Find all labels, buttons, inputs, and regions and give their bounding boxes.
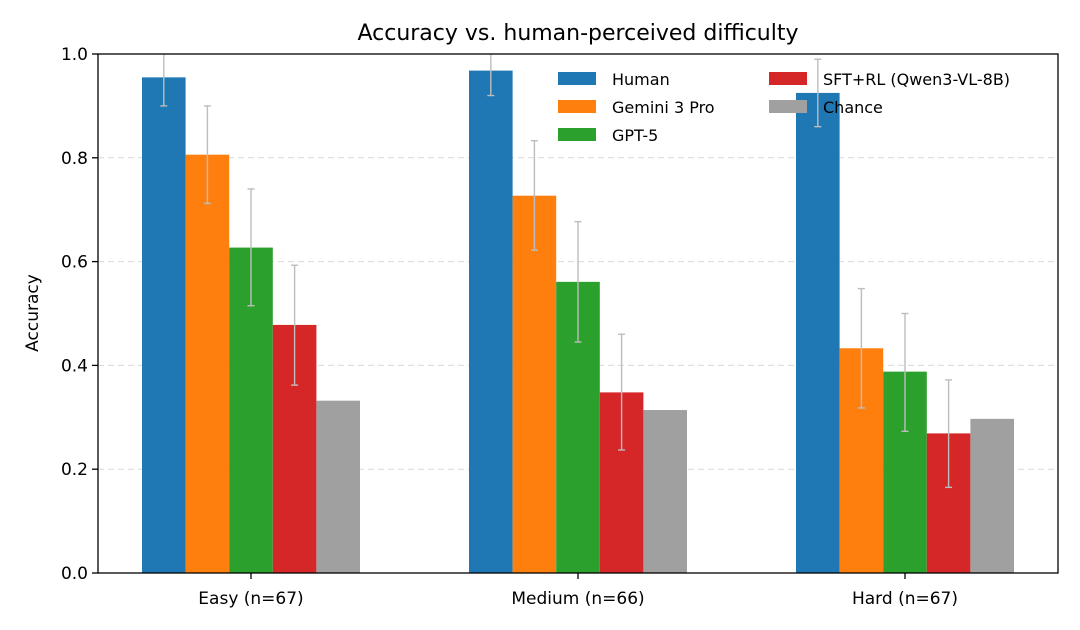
y-axis-label: Accuracy xyxy=(23,274,43,352)
y-tick-label: 0.8 xyxy=(61,149,88,169)
error-bar xyxy=(857,287,865,409)
y-tick-label: 0.0 xyxy=(61,564,88,584)
error-bar xyxy=(901,312,909,433)
y-tick-label: 0.2 xyxy=(61,460,88,480)
error-bar xyxy=(574,220,582,343)
error-bar xyxy=(291,264,299,386)
x-tick-label: Medium (n=66) xyxy=(511,589,644,609)
legend-swatch xyxy=(558,128,596,141)
legend-label: Human xyxy=(612,70,670,89)
chart-title: Accuracy vs. human-perceived difficulty xyxy=(357,21,798,46)
error-bar xyxy=(618,333,626,451)
error-bars xyxy=(160,54,953,489)
legend-entry: Chance xyxy=(769,98,883,117)
bar xyxy=(316,400,360,573)
y-tick-label: 0.4 xyxy=(61,356,88,376)
error-bar xyxy=(814,58,822,128)
bar xyxy=(185,154,230,573)
y-tick-label: 1.0 xyxy=(61,45,88,65)
legend-entry: SFT+RL (Qwen3-VL-8B) xyxy=(769,70,1010,89)
bar xyxy=(796,92,840,574)
legend-swatch xyxy=(558,72,596,85)
legend-entry: Gemini 3 Pro xyxy=(558,98,715,117)
bar xyxy=(512,195,557,573)
error-bar xyxy=(945,379,953,489)
y-tick-label: 0.6 xyxy=(61,253,88,273)
bar xyxy=(469,70,513,573)
legend: Human Gemini 3 Pro GPT-5 SFT+RL (Qwen3-VL-8… xyxy=(558,70,1010,145)
legend-swatch xyxy=(769,72,807,85)
error-bar xyxy=(203,105,211,205)
error-bar xyxy=(160,54,168,107)
legend-entry: GPT-5 xyxy=(558,126,658,145)
bar xyxy=(643,410,687,573)
legend-swatch xyxy=(769,100,807,113)
legend-label: SFT+RL (Qwen3-VL-8B) xyxy=(823,70,1010,89)
x-axis: Easy (n=67) Medium (n=66) Hard (n=67) xyxy=(198,573,958,609)
legend-swatch xyxy=(558,100,596,113)
error-bar xyxy=(530,139,538,251)
y-axis: 0.0 0.2 0.4 0.6 0.8 1.0 xyxy=(61,45,98,584)
x-tick-label: Hard (n=67) xyxy=(852,589,958,609)
x-tick-label: Easy (n=67) xyxy=(198,589,303,609)
error-bar xyxy=(487,54,495,97)
bar xyxy=(142,77,186,573)
bar xyxy=(970,418,1014,573)
legend-label: Chance xyxy=(823,98,883,117)
error-bar xyxy=(247,188,255,307)
legend-entry: Human xyxy=(558,70,670,89)
legend-label: GPT-5 xyxy=(612,126,658,145)
legend-label: Gemini 3 Pro xyxy=(612,98,715,117)
